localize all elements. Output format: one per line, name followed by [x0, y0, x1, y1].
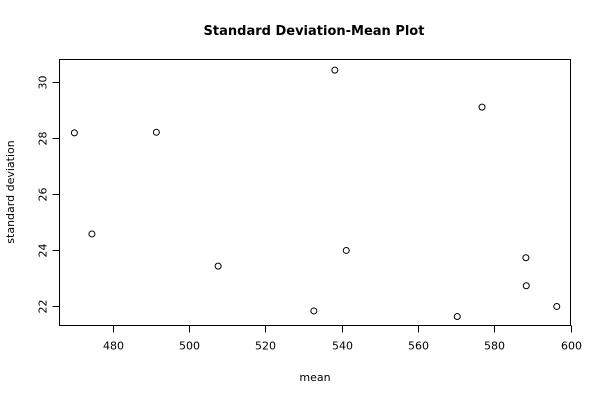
- y-tick-label: 22: [37, 300, 50, 314]
- data-point: [453, 313, 461, 321]
- data-point: [331, 66, 339, 74]
- y-tick-label: 28: [37, 132, 50, 146]
- x-tick-label: 560: [408, 340, 429, 353]
- chart-title: Standard Deviation-Mean Plot: [204, 24, 425, 39]
- data-point: [553, 302, 561, 310]
- x-tick-label: 580: [484, 340, 505, 353]
- data-point: [522, 254, 530, 262]
- data-points: [70, 66, 561, 321]
- data-point: [88, 230, 96, 238]
- y-axis-label: standard deviation: [4, 140, 17, 243]
- x-tick-label: 500: [179, 340, 200, 353]
- data-point: [478, 103, 486, 111]
- x-tick-label: 540: [332, 340, 353, 353]
- data-point: [70, 129, 78, 137]
- y-tick-label: 24: [37, 244, 50, 258]
- y-tick-label: 30: [37, 76, 50, 90]
- y-tick-label: 26: [37, 188, 50, 202]
- data-point: [310, 307, 318, 315]
- y-axis: 22 24 26 28 30: [37, 76, 60, 314]
- x-axis: 480 500 520 540 560 580 600: [103, 325, 582, 353]
- x-tick-label: 480: [103, 340, 124, 353]
- x-tick-label: 600: [561, 340, 582, 353]
- x-tick-label: 520: [255, 340, 276, 353]
- x-axis-label: mean: [299, 371, 330, 384]
- data-point: [342, 246, 350, 254]
- data-point: [152, 128, 160, 136]
- data-point: [522, 282, 530, 290]
- plot-frame: [59, 59, 571, 326]
- data-point: [214, 262, 222, 270]
